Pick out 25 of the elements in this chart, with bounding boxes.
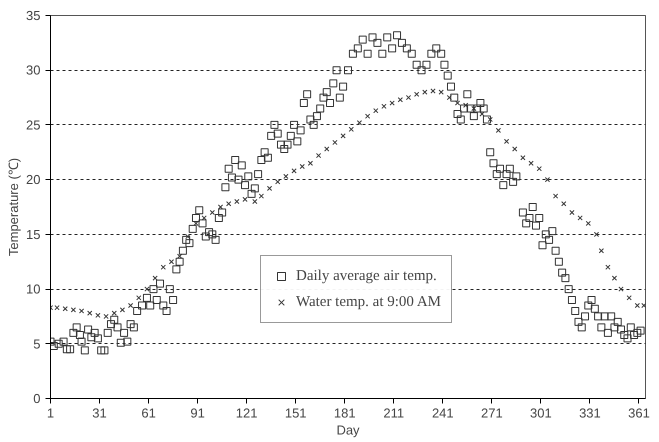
x-tick-label: 61: [141, 406, 156, 420]
x-tick-label: 121: [236, 406, 258, 420]
x-tick-label: 181: [334, 406, 356, 420]
x-tick-label: 211: [383, 406, 404, 420]
y-tick-label: 35: [26, 8, 41, 23]
legend-label: Water temp. at 9:00 AM: [296, 294, 442, 310]
x-tick-label: 1: [46, 406, 54, 420]
y-tick-label: 30: [26, 62, 41, 78]
y-tick-label: 15: [26, 226, 41, 242]
x-tick-label: 361: [628, 406, 650, 420]
y-tick-label: 0: [33, 391, 41, 406]
y-tick-label: 25: [26, 117, 41, 132]
legend-label: Daily average air temp.: [296, 268, 437, 284]
x-tick-label: 31: [92, 406, 107, 420]
x-axis-title: Day: [336, 422, 360, 438]
y-tick-label: 20: [26, 172, 41, 188]
x-tick-label: 331: [579, 406, 601, 420]
x-tick-label: 301: [530, 406, 552, 420]
x-tick-label: 151: [284, 406, 307, 420]
x-tick-label: 91: [190, 406, 205, 420]
x-tick-label: 241: [432, 406, 454, 420]
x-tick-label: 271: [481, 406, 503, 420]
y-tick-label: 5: [33, 336, 41, 352]
y-axis-title: Temperature (℃): [6, 158, 22, 256]
y-tick-label: 10: [26, 282, 41, 297]
